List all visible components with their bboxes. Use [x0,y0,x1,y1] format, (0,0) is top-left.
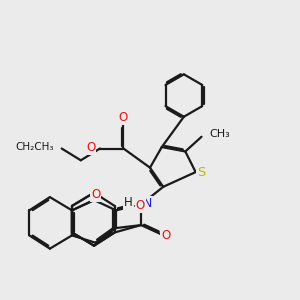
Text: CH₃: CH₃ [210,129,230,140]
Text: O: O [161,229,170,242]
Text: N: N [142,197,152,210]
Text: O: O [136,200,145,212]
Text: CH₂CH₃: CH₂CH₃ [16,142,54,152]
Text: O: O [119,111,128,124]
Text: S: S [197,166,206,178]
Text: O: O [91,188,100,201]
Text: O: O [86,141,95,154]
Text: H: H [124,196,133,209]
